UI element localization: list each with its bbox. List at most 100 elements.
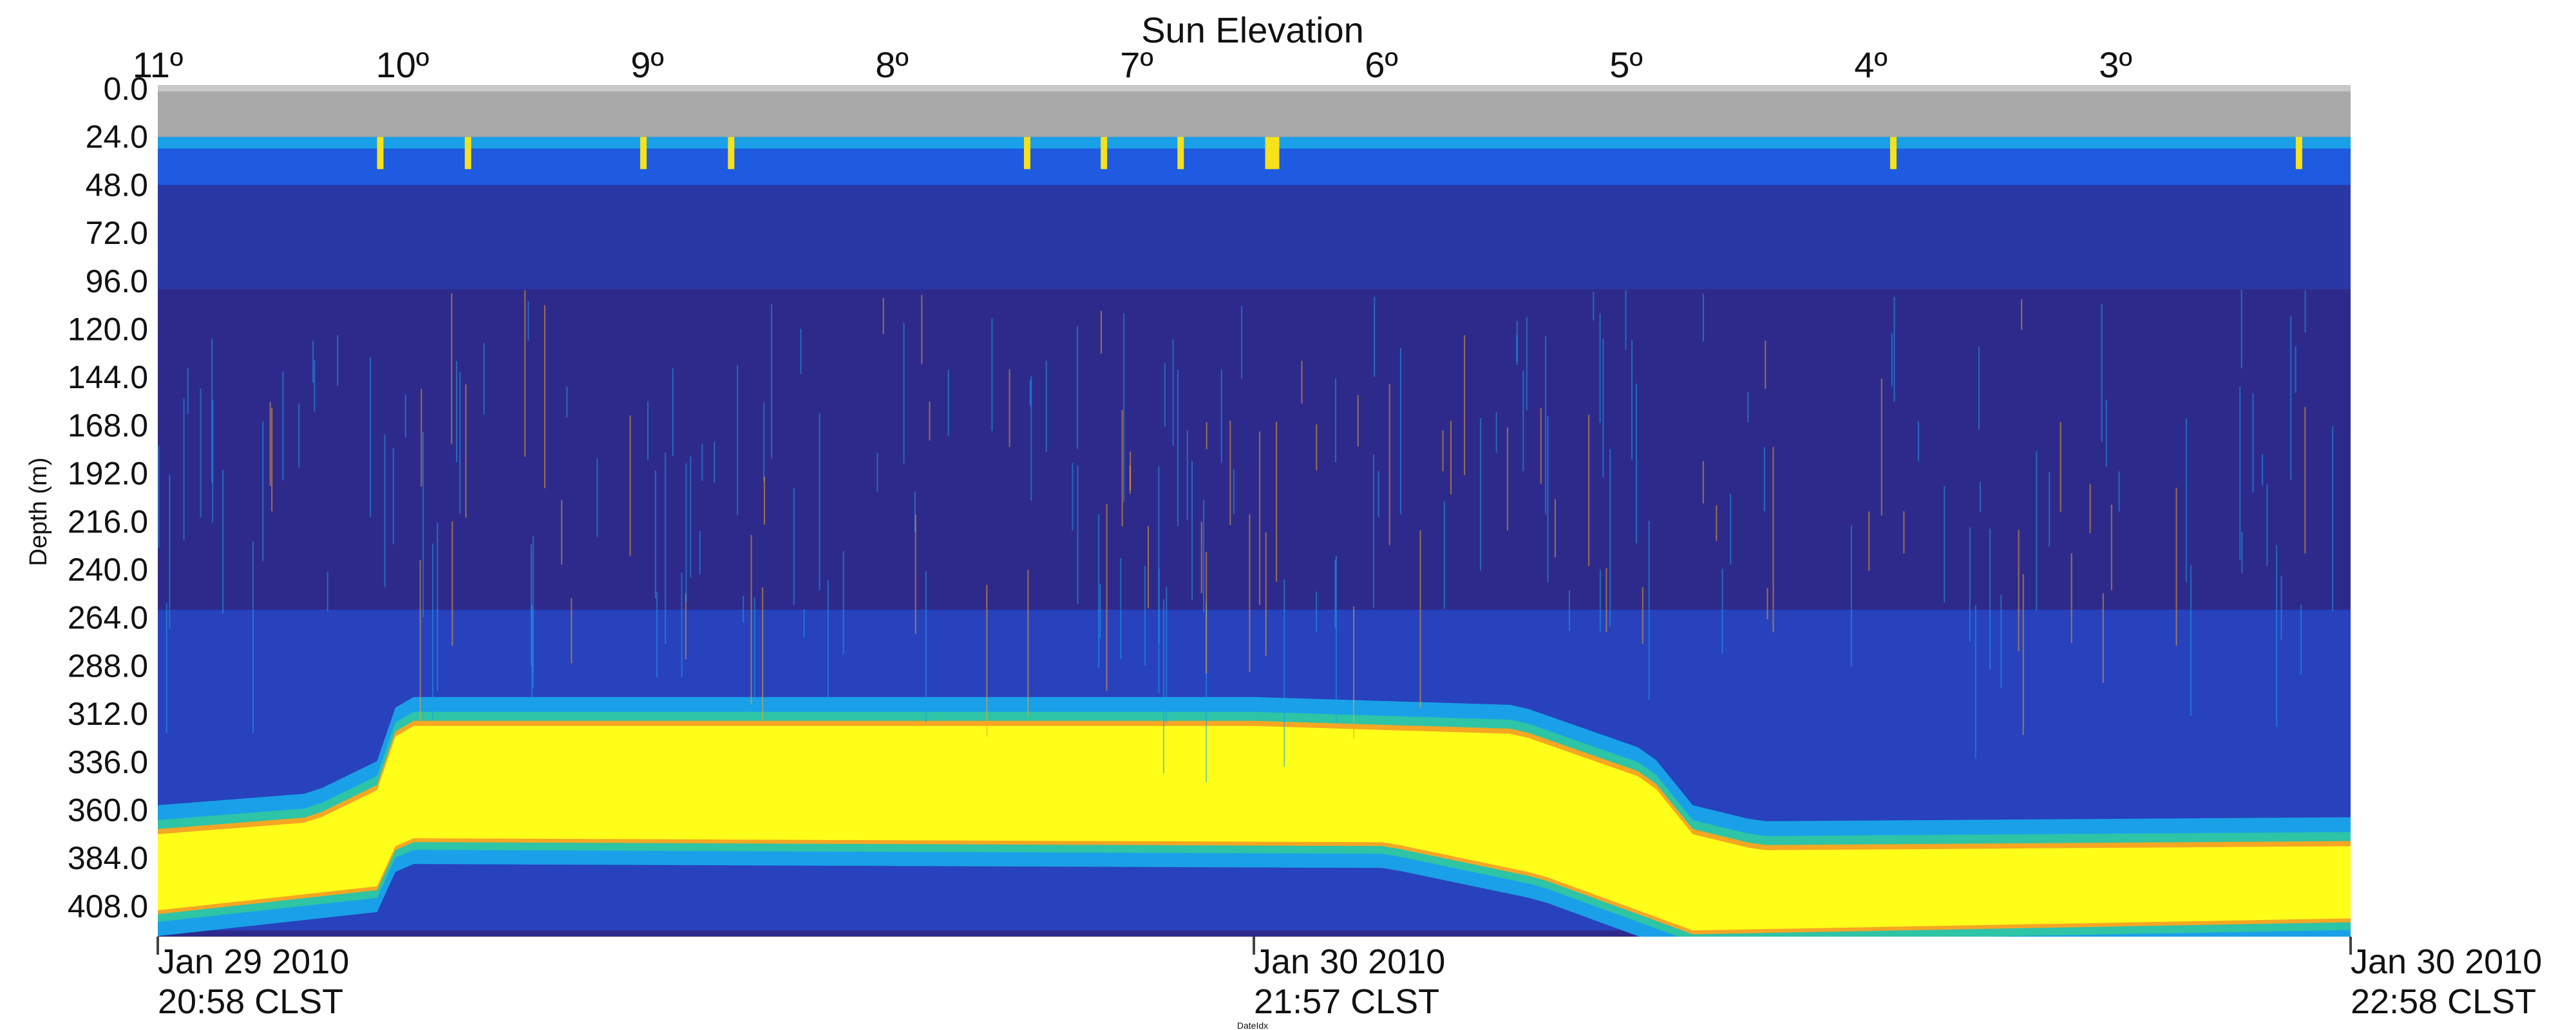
noise-spike (2036, 451, 2038, 611)
noise-spike (1599, 314, 1601, 424)
noise-spike (654, 470, 656, 599)
noise-spike (531, 544, 533, 666)
depth-tick-label: 24.0 (86, 119, 148, 155)
noise-spike (1388, 384, 1390, 545)
sun-elevation-tick: 10º (376, 44, 430, 85)
noise-spike (1045, 360, 1047, 452)
depth-tick-label: 336.0 (68, 744, 148, 780)
noise-spike (1203, 499, 1205, 612)
noise-spike (166, 603, 167, 733)
noise-spike (1593, 292, 1595, 321)
noise-spike (1568, 590, 1570, 632)
depth-tick-label: 192.0 (68, 456, 148, 492)
noise-spike (1121, 410, 1123, 527)
upper-noise-band (158, 185, 2351, 290)
noise-spike (1602, 339, 1604, 478)
noise-spike (753, 597, 755, 697)
noise-spike (1642, 587, 1643, 644)
noise-spike (1516, 335, 1518, 366)
sun-elevation-tick: 3º (2099, 44, 2132, 85)
noise-spike (1442, 430, 1444, 472)
noise-spike (1148, 526, 1150, 609)
noise-spike (1220, 370, 1222, 463)
noise-spike (524, 290, 526, 457)
noise-spike (1200, 521, 1202, 594)
sun-elevation-tick: 7º (1120, 44, 1153, 85)
depth-tick-label: 0.0 (103, 71, 148, 107)
noise-spike (314, 360, 316, 412)
depth-axis-label: Depth (m) (25, 458, 52, 566)
noise-spike (1241, 306, 1243, 379)
noise-spike (762, 587, 764, 720)
noise-spike (1191, 460, 1193, 600)
noise-spike (1989, 529, 1991, 670)
noise-spike (1206, 422, 1208, 449)
depth-tick-label: 288.0 (68, 648, 148, 684)
noise-spike (1249, 514, 1251, 672)
depth-tick-label: 120.0 (68, 312, 148, 348)
noise-spike (672, 368, 674, 456)
surface-spike (1265, 136, 1280, 169)
noise-spike (2101, 304, 2103, 442)
noise-spike (827, 580, 829, 707)
noise-spike (532, 536, 534, 689)
noise-spike (531, 605, 533, 706)
noise-spike (212, 399, 214, 523)
depth-tick-label: 312.0 (68, 696, 148, 732)
noise-spike (404, 394, 406, 438)
time-tick-time: 22:58 CLST (2351, 982, 2536, 1021)
noise-spike (1588, 415, 1590, 566)
echogram-plot-area (158, 85, 2351, 937)
noise-spike (1233, 469, 1235, 514)
noise-spike (1625, 290, 1627, 350)
noise-spike (2304, 407, 2306, 554)
noise-spike (2300, 604, 2302, 675)
noise-spike (431, 543, 433, 720)
depth-tick-label: 48.0 (86, 167, 148, 203)
noise-spike (914, 514, 916, 634)
noise-spike (1978, 346, 1980, 430)
noise-spike (1072, 463, 1074, 530)
noise-spike (158, 445, 160, 548)
noise-spike (2102, 593, 2104, 683)
noise-spike (2105, 399, 2107, 467)
depth-tick-label: 240.0 (68, 552, 148, 588)
depth-tick-label: 360.0 (68, 792, 148, 829)
surface-spike (640, 136, 647, 169)
noise-spike (1027, 569, 1029, 717)
sun-elevation-tick: 4º (1854, 44, 1888, 85)
noise-spike (1702, 294, 1704, 342)
noise-spike (947, 370, 949, 436)
noise-spike (566, 386, 568, 418)
depth-tick-label: 264.0 (68, 600, 148, 636)
noise-spike (2070, 553, 2072, 643)
noise-spike (699, 531, 701, 575)
noise-spike (422, 431, 424, 617)
noise-spike (2252, 393, 2254, 493)
noise-spike (1164, 362, 1166, 427)
noise-spike (2241, 531, 2243, 574)
noise-spike (1648, 520, 1650, 700)
noise-spike (656, 592, 658, 678)
scattering-layer (158, 726, 2351, 931)
noise-spike (2295, 346, 2297, 393)
noise-spike (1158, 466, 1160, 643)
noise-spike (1077, 465, 1079, 604)
sun-elevation-tick: 5º (1609, 44, 1643, 85)
surface-spike (377, 136, 384, 169)
noise-spike (1506, 427, 1508, 530)
noise-spike (1098, 514, 1100, 668)
noise-spike (1030, 376, 1032, 501)
noise-spike (561, 500, 563, 565)
surface-spike (464, 136, 471, 169)
noise-spike (925, 571, 927, 722)
noise-spike (1372, 454, 1374, 608)
noise-spike (2276, 545, 2278, 727)
noise-spike (451, 293, 453, 444)
noise-spike (384, 435, 386, 587)
noise-spike (327, 572, 328, 612)
noise-spike (1450, 420, 1452, 494)
noise-spike (1540, 407, 1542, 484)
